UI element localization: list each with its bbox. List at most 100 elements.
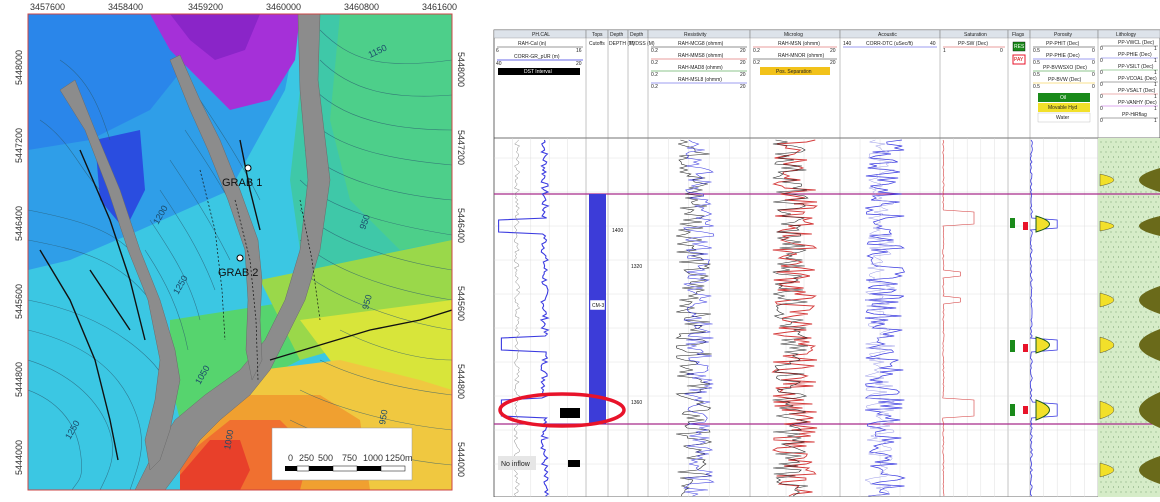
svg-text:Resistivity: Resistivity	[684, 32, 707, 38]
x-tick-label: 3458400	[108, 2, 143, 12]
log-curves	[498, 139, 1160, 497]
zone-label: CM-3	[592, 303, 604, 309]
svg-text:40: 40	[496, 61, 502, 67]
svg-text:1: 1	[1154, 82, 1157, 88]
svg-text:PP-PHIT (Dec): PP-PHIT (Dec)	[1046, 41, 1080, 47]
svg-text:0.2: 0.2	[651, 84, 658, 90]
contour-label: 950	[360, 293, 374, 310]
y-tick-label: 5448000	[456, 52, 466, 87]
svg-text:20: 20	[740, 60, 746, 66]
svg-text:0: 0	[1100, 106, 1103, 112]
svg-text:0: 0	[1100, 58, 1103, 64]
svg-text:Flags: Flags	[1012, 32, 1025, 38]
lithology-pattern	[1100, 141, 1159, 493]
svg-text:6: 6	[496, 48, 499, 54]
svg-text:0: 0	[1092, 72, 1095, 78]
fault-lines	[39, 139, 452, 461]
svg-text:RAH-MCG8 (ohmm): RAH-MCG8 (ohmm)	[678, 41, 724, 47]
well-log-svg: PH.CAL RAH-Cal (in) 6 16 CORR-GR_pUR (m)…	[488, 0, 1160, 498]
svg-text:1: 1	[1154, 46, 1157, 52]
y-tick-label: 5447200	[14, 128, 24, 163]
svg-text:0: 0	[1092, 48, 1095, 54]
svg-text:RAH-MNOR (ohmm): RAH-MNOR (ohmm)	[778, 53, 824, 59]
track-flags: Flags RES PAY	[1007, 29, 1031, 65]
svg-text:0.2: 0.2	[753, 48, 760, 54]
svg-text:0: 0	[1092, 60, 1095, 66]
svg-text:0.5: 0.5	[1033, 60, 1040, 66]
map-frame	[27, 13, 453, 491]
svg-text:0: 0	[1000, 48, 1003, 54]
no-inflow-label: No inflow	[501, 461, 531, 468]
curve-label: RAH-Cal (in)	[518, 41, 547, 47]
y-tick-label: 5446400	[14, 206, 24, 241]
depth-label: 1320	[631, 264, 642, 270]
flag-pay: PAY	[1014, 57, 1024, 63]
contour-map: GRAB 1 GRAB 2 1150 1200 1250 1050 950 10…	[0, 0, 470, 497]
track-separators	[585, 30, 1099, 497]
svg-text:PP-PHIE (Dec): PP-PHIE (Dec)	[1046, 53, 1080, 59]
svg-text:Saturation: Saturation	[964, 32, 987, 38]
depth-label: 1400	[612, 228, 623, 234]
track-lithology: Lithology PP-VWCL (Dec) 0 1 PP-PHIE (Dec…	[1097, 29, 1160, 124]
svg-text:0: 0	[1100, 46, 1103, 52]
svg-text:Depth: Depth	[610, 32, 624, 38]
curve-label: CORR-GR_pUR (m)	[514, 54, 560, 60]
svg-text:RAH-MSN (ohmm): RAH-MSN (ohmm)	[778, 41, 820, 47]
svg-text:DEPTH (M): DEPTH (M)	[609, 41, 635, 47]
svg-text:0: 0	[1100, 70, 1103, 76]
svg-text:0.2: 0.2	[651, 72, 658, 78]
track-porosity: Porosity PP-PHIT (Dec) 0.5 0 PP-PHIE (De…	[1029, 29, 1099, 123]
y-tick-label: 5444800	[456, 364, 466, 399]
well-marker-grab1[interactable]	[244, 164, 252, 172]
y-tick-label: 5448000	[14, 50, 24, 85]
svg-text:PP-VANHY (Dec): PP-VANHY (Dec)	[1118, 100, 1157, 106]
svg-text:0: 0	[1100, 94, 1103, 100]
svg-text:40: 40	[930, 41, 936, 47]
x-tick-label: 3459200	[188, 2, 223, 12]
dst-marker	[568, 460, 580, 467]
legend-water: Water	[1056, 115, 1069, 121]
y-tick-label: 5445600	[14, 284, 24, 319]
well-marker-grab2[interactable]	[236, 254, 244, 262]
scale-bar: 0 250 500 750 1000 1250m	[271, 427, 413, 481]
x-tick-label: 3460800	[344, 2, 379, 12]
svg-text:1: 1	[943, 48, 946, 54]
track-resistivity: Resistivity RAH-MCG8 (ohmm) RAH-MMS8 (oh…	[647, 29, 751, 90]
well-label-grab1: GRAB 1	[222, 177, 262, 189]
svg-text:0: 0	[1092, 84, 1095, 90]
well-log-panel: PH.CAL RAH-Cal (in) 6 16 CORR-GR_pUR (m)…	[488, 0, 1160, 498]
scale-label: 250	[299, 453, 314, 463]
svg-text:20: 20	[740, 48, 746, 54]
y-tick-label: 5446400	[456, 208, 466, 243]
svg-text:PP-VSALT (Dec): PP-VSALT (Dec)	[1118, 88, 1156, 94]
map-x-axis: 3457600 3458400 3459200 3460000 3460800 …	[30, 2, 457, 12]
fault-zones	[59, 14, 331, 490]
well-label-grab2: GRAB 2	[218, 267, 258, 279]
svg-text:PP-BVW (Dec): PP-BVW (Dec)	[1048, 77, 1082, 83]
scale-label: 1000	[363, 453, 383, 463]
svg-text:TVDSS (M): TVDSS (M)	[629, 41, 655, 47]
svg-text:Porosity: Porosity	[1054, 32, 1073, 38]
svg-text:PP-BVWSXO (Dec): PP-BVWSXO (Dec)	[1043, 65, 1087, 71]
svg-text:Tops: Tops	[592, 32, 603, 38]
svg-text:PP-VCOAL (Dec): PP-VCOAL (Dec)	[1118, 76, 1157, 82]
contour-label: 950	[357, 213, 372, 231]
y-tick-label: 5444000	[14, 440, 24, 475]
scale-label: 1250m	[385, 453, 413, 463]
svg-text:0: 0	[1100, 118, 1103, 124]
x-tick-label: 3457600	[30, 2, 65, 12]
pos-separation-label: Pos. Separation	[776, 69, 812, 75]
track-acoustic: Acoustic CORR-DTC (uSec/ft) 140 40	[839, 29, 941, 48]
svg-text:PP-PHIE (Dec): PP-PHIE (Dec)	[1118, 52, 1152, 58]
svg-text:0.2: 0.2	[651, 48, 658, 54]
svg-text:0.2: 0.2	[651, 60, 658, 66]
scale-label: 750	[342, 453, 357, 463]
scale-label: 500	[318, 453, 333, 463]
contour-label: 1000	[222, 429, 235, 450]
svg-text:20: 20	[740, 72, 746, 78]
y-tick-label: 5447200	[456, 130, 466, 165]
svg-text:Depth: Depth	[630, 32, 644, 38]
fault-dashed-lines	[199, 169, 321, 381]
dst-interval-label: DST Interval	[524, 69, 552, 75]
flag-markers	[1010, 218, 1028, 416]
